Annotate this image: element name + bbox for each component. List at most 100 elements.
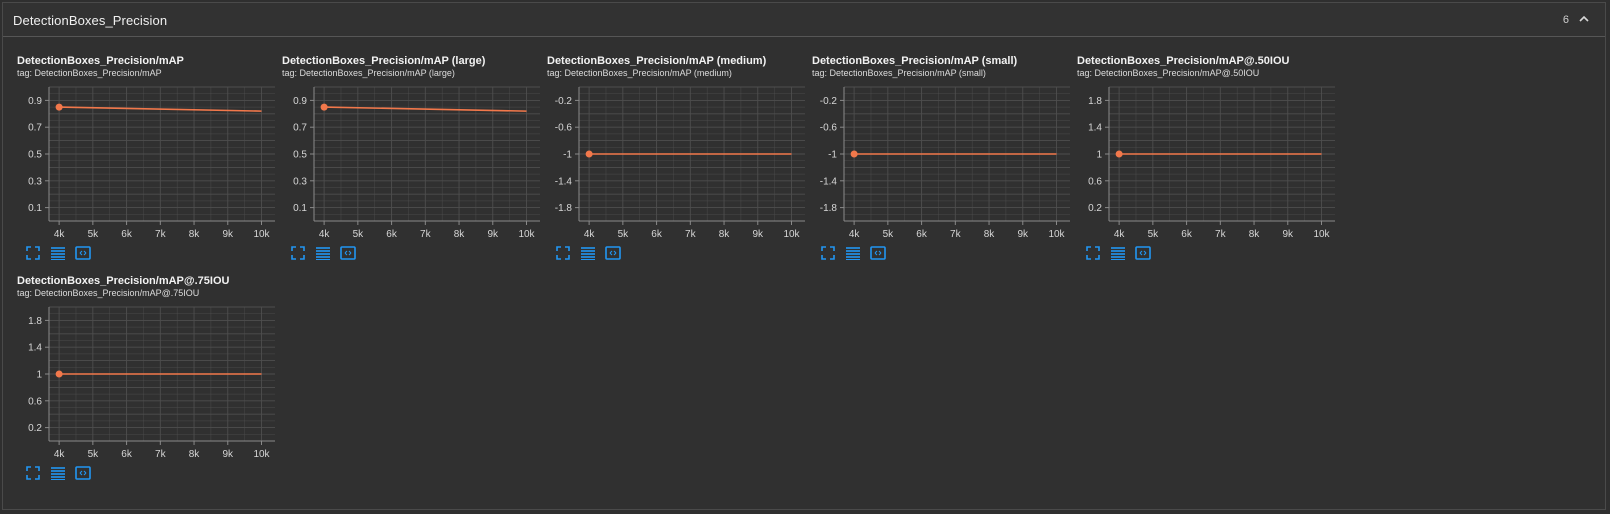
y-tick-label: 1 bbox=[36, 370, 42, 381]
data-point[interactable] bbox=[320, 103, 328, 111]
x-tick-label: 10k bbox=[518, 229, 535, 240]
x-tick-label: 5k bbox=[1148, 229, 1160, 240]
y-tick-label: -1.4 bbox=[820, 176, 838, 187]
y-tick-label: -0.6 bbox=[820, 123, 838, 134]
fullscreen-icon[interactable] bbox=[25, 245, 41, 261]
data-point[interactable] bbox=[55, 103, 63, 111]
data-point[interactable] bbox=[1115, 150, 1123, 158]
data-table-icon[interactable] bbox=[845, 245, 861, 261]
y-tick-label: 1.4 bbox=[1088, 123, 1102, 134]
x-tick-label: 8k bbox=[719, 229, 731, 240]
x-tick-label: 10k bbox=[253, 449, 270, 460]
chart-title: DetectionBoxes_Precision/mAP@.50IOU bbox=[1077, 55, 1290, 67]
y-tick-label: 0.2 bbox=[28, 423, 42, 434]
line-chart[interactable]: -0.2 -0.6 -1 -1.4 -1.8 4k 5k 6k 7k 8k 9k 10k bbox=[547, 79, 809, 243]
x-tick-label: 6k bbox=[651, 229, 663, 240]
line-chart[interactable]: -0.2 -0.6 -1 -1.4 -1.8 4k 5k 6k 7k 8k 9k 10k bbox=[812, 79, 1074, 243]
y-tick-label: 0.2 bbox=[1088, 203, 1102, 214]
x-tick-label: 4k bbox=[319, 229, 331, 240]
data-point[interactable] bbox=[850, 150, 858, 158]
chevron-up-icon[interactable] bbox=[1577, 12, 1591, 26]
chart-tag: tag: DetectionBoxes_Precision/mAP@.75IOU bbox=[17, 288, 200, 298]
chart-tag: tag: DetectionBoxes_Precision/mAP (small… bbox=[812, 68, 986, 78]
x-tick-label: 5k bbox=[88, 229, 100, 240]
fit-domain-icon[interactable] bbox=[605, 245, 621, 261]
y-tick-label: 1 bbox=[1096, 150, 1102, 161]
fit-domain-icon[interactable] bbox=[870, 245, 886, 261]
chart-card: DetectionBoxes_Precision/mAP tag: Detecti… bbox=[17, 55, 282, 270]
chart-title: DetectionBoxes_Precision/mAP (medium) bbox=[547, 55, 767, 67]
y-tick-label: 1.4 bbox=[28, 343, 42, 354]
line-chart[interactable]: 0.9 0.7 0.5 0.3 0.1 4k 5k 6k 7k 8k 9k 10k bbox=[17, 79, 279, 243]
section-title: DetectionBoxes_Precision bbox=[13, 13, 168, 28]
y-tick-label: -1 bbox=[828, 150, 837, 161]
x-tick-label: 7k bbox=[950, 229, 962, 240]
section-count: 6 bbox=[1562, 14, 1569, 26]
data-table-icon[interactable] bbox=[50, 245, 66, 261]
x-tick-label: 10k bbox=[1313, 229, 1330, 240]
data-point[interactable] bbox=[585, 150, 593, 158]
x-tick-label: 6k bbox=[121, 449, 133, 460]
y-tick-label: -1.8 bbox=[555, 203, 573, 214]
chart-title: DetectionBoxes_Precision/mAP (small) bbox=[812, 55, 1018, 67]
data-table-icon[interactable] bbox=[315, 245, 331, 261]
x-tick-label: 7k bbox=[155, 229, 167, 240]
x-tick-label: 8k bbox=[189, 449, 201, 460]
data-table-icon[interactable] bbox=[1110, 245, 1126, 261]
x-tick-label: 6k bbox=[386, 229, 398, 240]
chart-title: DetectionBoxes_Precision/mAP (large) bbox=[282, 55, 486, 67]
data-table-icon[interactable] bbox=[580, 245, 596, 261]
chart-tag: tag: DetectionBoxes_Precision/mAP@.50IOU bbox=[1077, 68, 1260, 78]
x-tick-label: 8k bbox=[454, 229, 466, 240]
y-tick-label: 0.5 bbox=[293, 150, 307, 161]
x-tick-label: 6k bbox=[1181, 229, 1193, 240]
y-tick-label: 1.8 bbox=[1088, 96, 1102, 107]
line-chart[interactable]: 0.9 0.7 0.5 0.3 0.1 4k 5k 6k 7k 8k 9k 10k bbox=[282, 79, 544, 243]
fit-domain-icon[interactable] bbox=[340, 245, 356, 261]
y-tick-label: -0.6 bbox=[555, 123, 573, 134]
data-table-icon[interactable] bbox=[50, 465, 66, 481]
x-tick-label: 9k bbox=[222, 449, 234, 460]
fullscreen-icon[interactable] bbox=[290, 245, 306, 261]
x-tick-label: 9k bbox=[487, 229, 499, 240]
y-tick-label: 0.6 bbox=[28, 396, 42, 407]
y-tick-label: -1 bbox=[563, 150, 572, 161]
x-tick-label: 5k bbox=[353, 229, 365, 240]
x-tick-label: 7k bbox=[155, 449, 167, 460]
fit-domain-icon[interactable] bbox=[75, 465, 91, 481]
chart-title: DetectionBoxes_Precision/mAP@.75IOU bbox=[17, 275, 230, 287]
line-chart[interactable]: 1.8 1.4 1 0.6 0.2 4k 5k 6k 7k 8k 9k 10k bbox=[17, 299, 279, 463]
chart-card: DetectionBoxes_Precision/mAP (large) tag:… bbox=[282, 55, 547, 270]
y-tick-label: 1.8 bbox=[28, 316, 42, 327]
y-tick-label: 0.7 bbox=[28, 123, 42, 134]
x-tick-label: 7k bbox=[1215, 229, 1227, 240]
section-header[interactable]: DetectionBoxes_Precision 6 bbox=[3, 3, 1605, 37]
x-tick-label: 9k bbox=[1017, 229, 1029, 240]
x-tick-label: 4k bbox=[584, 229, 596, 240]
x-tick-label: 4k bbox=[849, 229, 861, 240]
y-tick-label: 0.7 bbox=[293, 123, 307, 134]
fit-domain-icon[interactable] bbox=[75, 245, 91, 261]
series-line bbox=[59, 106, 262, 112]
x-tick-label: 5k bbox=[618, 229, 630, 240]
y-tick-label: -1.8 bbox=[820, 203, 838, 214]
series-line bbox=[324, 106, 527, 112]
y-tick-label: -1.4 bbox=[555, 176, 573, 187]
x-tick-label: 7k bbox=[420, 229, 432, 240]
fullscreen-icon[interactable] bbox=[1085, 245, 1101, 261]
fullscreen-icon[interactable] bbox=[820, 245, 836, 261]
x-tick-label: 5k bbox=[883, 229, 895, 240]
grid bbox=[1109, 86, 1335, 222]
y-tick-label: 0.3 bbox=[28, 176, 42, 187]
chart-tag: tag: DetectionBoxes_Precision/mAP bbox=[17, 68, 162, 78]
x-tick-label: 4k bbox=[1114, 229, 1126, 240]
x-tick-label: 7k bbox=[685, 229, 697, 240]
fullscreen-icon[interactable] bbox=[25, 465, 41, 481]
fullscreen-icon[interactable] bbox=[555, 245, 571, 261]
fit-domain-icon[interactable] bbox=[1135, 245, 1151, 261]
x-tick-label: 10k bbox=[1048, 229, 1065, 240]
y-tick-label: -0.2 bbox=[555, 96, 573, 107]
data-point[interactable] bbox=[55, 370, 63, 378]
line-chart[interactable]: 1.8 1.4 1 0.6 0.2 4k 5k 6k 7k 8k 9k 10k bbox=[1077, 79, 1339, 243]
